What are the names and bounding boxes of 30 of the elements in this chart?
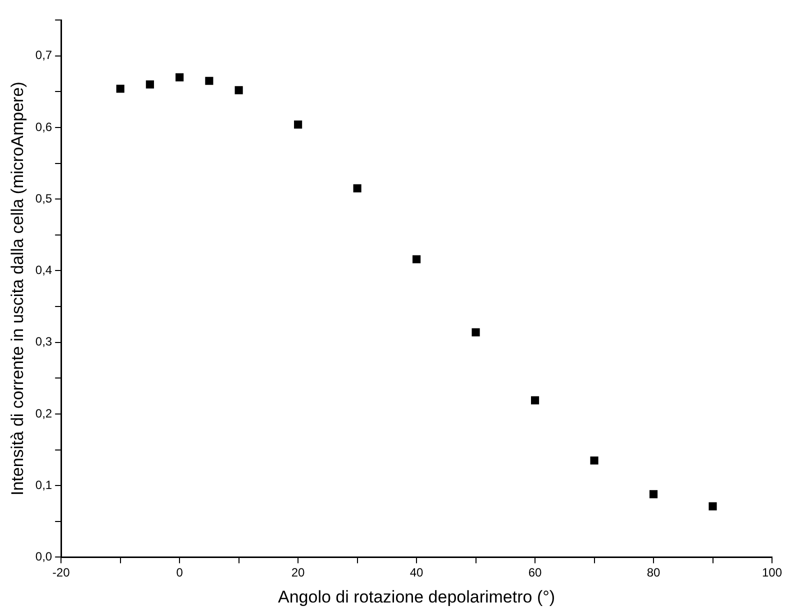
point	[234, 86, 243, 94]
x-tick-label: -20	[52, 566, 70, 580]
point	[412, 255, 421, 264]
y-tick-label: 0,2	[35, 406, 52, 420]
y-tick-label: 0,3	[35, 334, 52, 349]
x-tick-label: 60	[528, 566, 542, 580]
y-tick-label: 0,0	[35, 550, 52, 564]
point	[530, 396, 540, 404]
point	[649, 490, 658, 498]
x-tick-label: 20	[291, 566, 306, 580]
point	[294, 120, 302, 129]
y-tick-label: 0,5	[35, 191, 52, 206]
point	[353, 184, 362, 192]
point	[590, 456, 598, 465]
point	[116, 84, 124, 93]
point	[176, 73, 184, 82]
y-tick-label: 0,4	[35, 263, 52, 278]
x-axis-title: Angolo di rotazione depolarimetro (°)	[278, 587, 556, 606]
x-tick-label: 80	[646, 566, 661, 580]
y-tick-label: 0,6	[35, 120, 52, 134]
x-tick-label: 0	[176, 566, 184, 580]
y-axis-title: Intensità di corrente in uscita dalla cella (microAmpere)	[8, 82, 27, 496]
x-tick-label: 40	[410, 566, 424, 580]
point	[146, 80, 154, 88]
point	[472, 328, 480, 336]
point	[205, 76, 214, 85]
point	[708, 502, 717, 510]
y-tick-label: 0,1	[35, 478, 52, 492]
x-tick-label: 100	[762, 566, 782, 580]
y-tick-label: 0,7	[35, 48, 52, 62]
